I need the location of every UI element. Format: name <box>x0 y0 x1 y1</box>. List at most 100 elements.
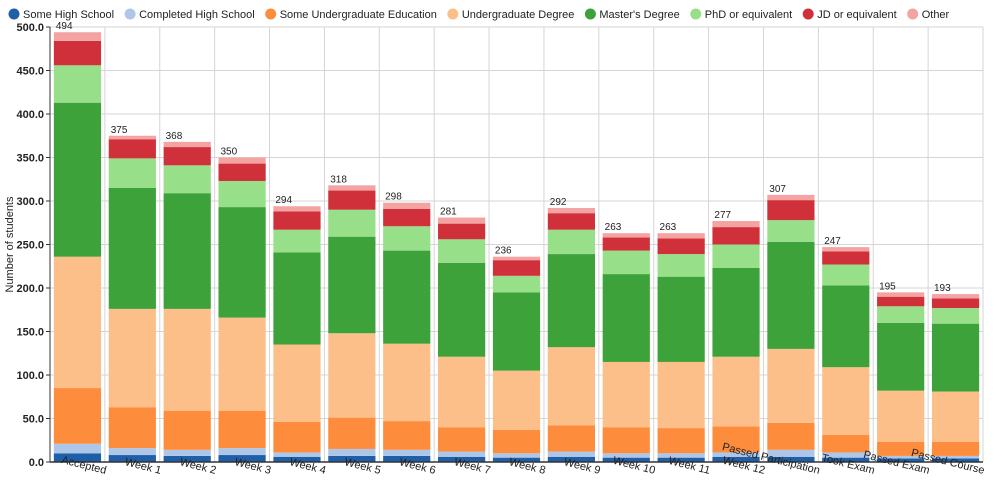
bar-segment <box>383 208 431 227</box>
bar-segment <box>767 200 815 221</box>
bar-segment <box>492 260 541 276</box>
bar-segment <box>877 296 925 307</box>
bar-segment <box>602 427 650 454</box>
bar-segment <box>931 455 980 459</box>
bar-segment <box>163 308 211 411</box>
bar-segment <box>438 239 486 263</box>
y-tick-label: 400.0 <box>16 109 44 121</box>
y-tick-label: 150.0 <box>16 327 44 339</box>
bar-segment <box>108 407 156 449</box>
bar-segment <box>273 452 321 457</box>
bar-total-label: 292 <box>550 197 567 208</box>
bar-segment <box>383 343 431 422</box>
legend-label: Some High School <box>23 9 114 21</box>
bar-segment <box>328 236 376 334</box>
bar-stack: 263 <box>602 222 650 462</box>
bar-stack: 375 <box>108 125 156 462</box>
bar-segment <box>218 163 266 181</box>
y-tick-label: 500.0 <box>16 22 44 34</box>
bar-segment <box>383 455 431 462</box>
bar-segment <box>767 220 815 242</box>
bar-segment <box>712 452 760 457</box>
bar-segment <box>712 244 760 268</box>
bar-total-label: 263 <box>605 222 622 233</box>
bar-stack: 281 <box>438 207 486 462</box>
bar-segment <box>328 455 376 462</box>
bar-segment <box>492 370 541 430</box>
bar-segment <box>877 306 925 323</box>
legend-item[interactable]: Other <box>907 8 950 22</box>
bar-segment <box>218 448 266 456</box>
bar-segment <box>712 267 760 357</box>
bar-total-label: 263 <box>660 222 677 233</box>
bar-segment <box>877 458 925 462</box>
bar-segment <box>822 367 870 436</box>
bar-total-label: 236 <box>495 246 512 257</box>
bar-segment <box>108 158 156 188</box>
bar-segment <box>328 448 376 456</box>
bar-segment <box>767 194 815 201</box>
y-axis: 0.0 50.0 100.0 150.0 200.0 250.0 300.0 350.0 400… <box>16 22 51 469</box>
bar-segment <box>438 223 486 240</box>
bar-segment <box>438 217 486 224</box>
bar-segment <box>712 456 760 462</box>
bar-segment <box>767 456 815 462</box>
bar-segment <box>218 157 266 164</box>
bar-segment <box>822 264 870 286</box>
bar-segment <box>53 65 102 103</box>
legend-label: PhD or equivalent <box>705 9 792 21</box>
legend-item[interactable]: Undergraduate Degree <box>447 8 574 22</box>
bar-segment <box>273 456 321 462</box>
legend-swatch-icon <box>802 8 814 20</box>
legend-item[interactable]: PhD or equivalent <box>690 8 792 22</box>
legend-label: Master's Degree <box>599 9 679 21</box>
bar-segment <box>822 435 870 453</box>
bar-stack: 263 <box>657 222 705 462</box>
bar-stack: 236 <box>492 246 541 462</box>
bar-segment <box>218 207 266 318</box>
bar-segment <box>163 193 211 309</box>
bar-segment <box>108 135 156 140</box>
bar-segment <box>218 317 266 411</box>
bar-segment <box>273 229 321 253</box>
bar-stack: 307 <box>767 184 815 462</box>
bar-segment <box>822 452 870 458</box>
bar-segment <box>53 32 102 41</box>
bar-segment <box>218 180 266 208</box>
legend-swatch-icon <box>447 8 459 20</box>
y-tick-label: 250.0 <box>16 240 44 252</box>
bar-segment <box>328 190 376 210</box>
bar-segment <box>602 453 650 458</box>
bar-segment <box>931 458 980 462</box>
y-tick-label: 100.0 <box>16 370 44 382</box>
y-tick-label: 200.0 <box>16 283 44 295</box>
bar-segment <box>328 209 376 237</box>
bar-segment <box>877 390 925 442</box>
bar-stack: 368 <box>163 131 211 462</box>
bar-segment <box>712 221 760 228</box>
bar-segment <box>273 206 321 212</box>
bar-segment <box>492 457 541 462</box>
legend-item[interactable]: JD or equivalent <box>802 8 897 22</box>
legend-item[interactable]: Some Undergraduate Education <box>265 8 437 22</box>
bar-segment <box>547 347 595 426</box>
bar-segment <box>657 361 705 429</box>
legend-swatch-icon <box>907 8 919 20</box>
bar-segment <box>438 451 486 457</box>
bar-segment <box>822 247 870 252</box>
bar-total-label: 294 <box>275 195 292 206</box>
legend-item[interactable]: Some High School <box>8 8 115 22</box>
bar-segment <box>931 308 980 324</box>
legend-item[interactable]: Completed High School <box>124 8 255 22</box>
bar-segment <box>108 448 156 456</box>
bar-segment <box>218 455 266 462</box>
legend-item[interactable]: Master's Degree <box>584 8 680 22</box>
bar-segment <box>53 453 102 462</box>
bar-segment <box>218 410 266 449</box>
bar-segment <box>657 457 705 462</box>
bar-segment <box>108 308 156 408</box>
bar-total-label: 350 <box>220 147 237 158</box>
bar-segment <box>877 292 925 297</box>
bar-total-label: 318 <box>330 174 347 185</box>
bar-total-label: 494 <box>56 21 73 32</box>
